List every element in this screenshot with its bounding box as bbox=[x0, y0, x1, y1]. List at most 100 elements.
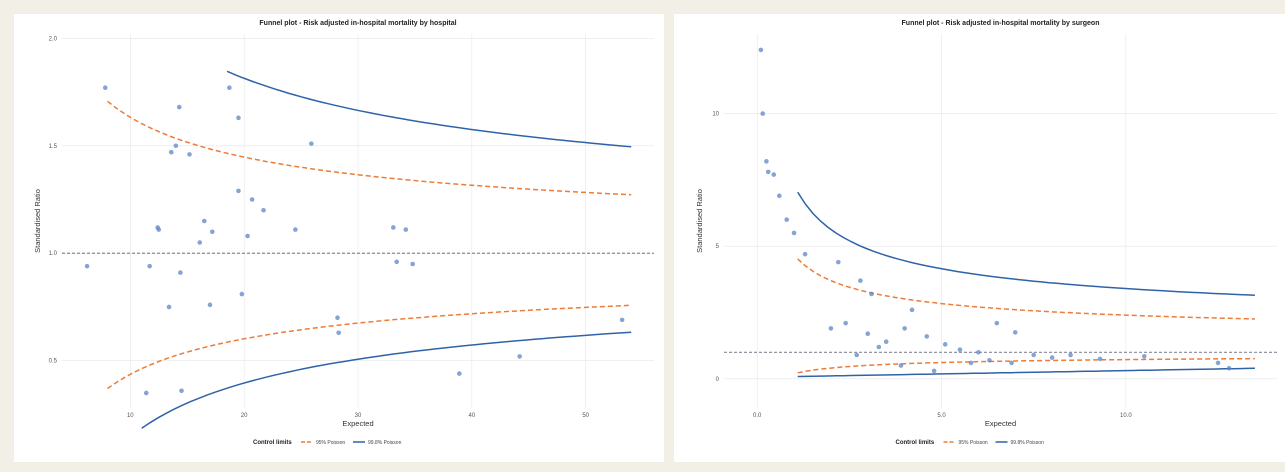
data-point bbox=[227, 85, 232, 91]
data-point bbox=[173, 143, 179, 149]
data-point bbox=[957, 347, 963, 352]
y-axis-label: Standardised Ratio bbox=[33, 189, 42, 253]
chart-title: Funnel plot - Risk adjusted in-hospital … bbox=[902, 20, 1100, 27]
data-point bbox=[976, 349, 981, 355]
data-point bbox=[403, 227, 409, 232]
legend-title: Control limits bbox=[253, 440, 292, 446]
data-point bbox=[309, 141, 314, 146]
data-point bbox=[898, 363, 904, 368]
data-point bbox=[147, 263, 152, 269]
data-point bbox=[924, 334, 930, 339]
data-point bbox=[765, 169, 771, 175]
x-tick-label: 20 bbox=[241, 413, 248, 419]
data-point bbox=[764, 159, 769, 164]
lower-95-limit bbox=[797, 357, 1255, 374]
data-point bbox=[517, 354, 522, 359]
upper-95-limit bbox=[107, 100, 632, 196]
data-point bbox=[1141, 353, 1147, 359]
data-point bbox=[168, 149, 174, 155]
y-tick-label: 1.0 bbox=[49, 251, 58, 257]
data-point bbox=[102, 85, 108, 91]
x-tick-label: 10.0 bbox=[1120, 413, 1132, 419]
data-point bbox=[902, 326, 907, 331]
data-point bbox=[207, 302, 213, 308]
data-point bbox=[236, 188, 241, 194]
legend-item-998: 99.8% Poisson bbox=[1011, 440, 1045, 446]
data-point bbox=[156, 227, 162, 232]
x-tick-label: 30 bbox=[355, 413, 362, 419]
data-point bbox=[865, 331, 871, 337]
data-point bbox=[143, 390, 149, 396]
x-tick-label: 40 bbox=[469, 413, 476, 419]
data-point bbox=[909, 307, 915, 313]
data-point bbox=[410, 261, 415, 267]
data-point bbox=[336, 330, 341, 336]
data-point bbox=[843, 320, 848, 326]
data-point bbox=[245, 233, 250, 239]
data-point bbox=[987, 357, 992, 363]
y-tick-label: 0.5 bbox=[49, 359, 58, 365]
data-point bbox=[176, 104, 182, 110]
x-tick-label: 10 bbox=[127, 413, 134, 419]
upper-998-limit bbox=[797, 191, 1255, 296]
data-point bbox=[179, 388, 184, 394]
lower-95-limit bbox=[107, 304, 632, 390]
data-point bbox=[802, 251, 808, 257]
hospital-funnel-chart: 10 20 30 40 50 0.5 1.0 1.5 2.0 Funnel plot - Risk… bbox=[33, 20, 654, 446]
y-tick-label: 5 bbox=[716, 244, 720, 250]
y-tick-label: 10 bbox=[712, 112, 719, 118]
data-point bbox=[187, 152, 192, 157]
data-point bbox=[931, 368, 937, 374]
upper-998-limit bbox=[226, 70, 632, 148]
data-point bbox=[166, 304, 172, 310]
data-point bbox=[390, 225, 396, 230]
data-point bbox=[968, 360, 974, 366]
data-point bbox=[758, 47, 764, 53]
y-tick-label: 1.5 bbox=[49, 144, 58, 150]
upper-95-limit bbox=[797, 258, 1255, 320]
data-point bbox=[994, 320, 1000, 326]
data-point bbox=[777, 193, 782, 199]
data-point bbox=[1215, 360, 1221, 366]
data-point bbox=[1097, 356, 1103, 362]
x-tick-label: 50 bbox=[582, 413, 589, 419]
legend-item-95: 95% Poisson bbox=[959, 440, 988, 446]
data-point bbox=[261, 207, 266, 213]
legend-item-998: 99.8% Poisson bbox=[368, 440, 402, 446]
legend-title: Control limits bbox=[896, 440, 935, 446]
lower-998-limit bbox=[141, 331, 632, 429]
data-point bbox=[883, 339, 889, 344]
x-tick-label: 5.0 bbox=[937, 413, 946, 419]
data-point bbox=[335, 315, 340, 321]
data-point bbox=[236, 115, 241, 121]
data-point bbox=[1012, 330, 1018, 335]
x-axis-label: Expected bbox=[342, 419, 373, 428]
x-axis-label: Expected bbox=[985, 419, 1016, 428]
data-point bbox=[394, 259, 400, 265]
data-point bbox=[942, 342, 948, 347]
data-point bbox=[876, 344, 882, 350]
surgeon-funnel-panel: 0.0 5.0 10.0 0 5 10 Funnel plot - Risk adjuste… bbox=[674, 14, 1285, 462]
legend-item-95: 95% Poisson bbox=[316, 440, 345, 446]
y-tick-label: 0 bbox=[716, 377, 720, 383]
data-point bbox=[791, 230, 797, 236]
data-point bbox=[835, 259, 841, 265]
data-point bbox=[249, 197, 255, 202]
data-point bbox=[84, 263, 90, 269]
data-point bbox=[197, 240, 203, 245]
surgeon-funnel-chart: 0.0 5.0 10.0 0 5 10 Funnel plot - Risk adjuste… bbox=[695, 20, 1277, 446]
data-point bbox=[1049, 355, 1055, 360]
data-point bbox=[1031, 352, 1036, 358]
data-point bbox=[760, 111, 766, 116]
lower-998-limit bbox=[797, 367, 1255, 378]
y-axis-label: Standardised Ratio bbox=[695, 189, 704, 253]
data-point bbox=[771, 172, 777, 177]
data-point bbox=[1009, 360, 1014, 366]
data-point bbox=[858, 278, 863, 283]
data-point bbox=[293, 227, 298, 232]
data-point bbox=[854, 352, 860, 358]
data-point bbox=[1226, 365, 1232, 371]
data-point bbox=[784, 217, 789, 222]
chart-title: Funnel plot - Risk adjusted in-hospital … bbox=[259, 20, 456, 27]
data-point bbox=[239, 291, 245, 297]
